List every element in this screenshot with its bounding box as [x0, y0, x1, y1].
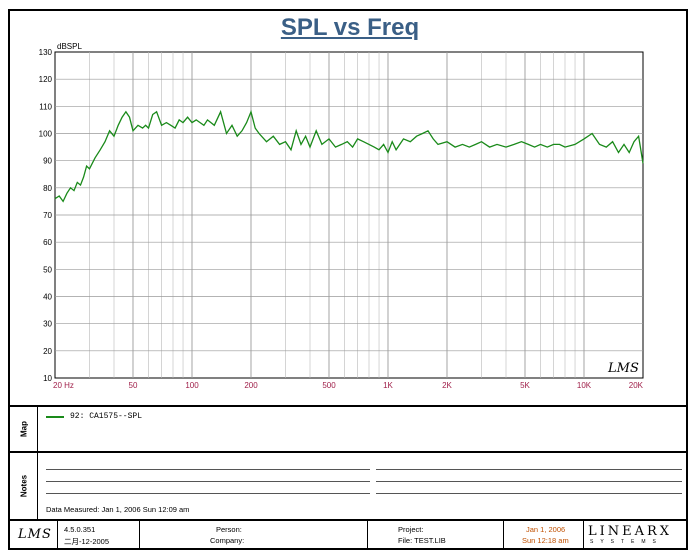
footer-bar: LMS 4.5.0.351 二月-12-2005 Person: Company…: [10, 519, 686, 548]
note-line: [376, 469, 682, 470]
footer-project-cell: Project: File: TEST.LIB: [368, 521, 504, 548]
data-measured-text: Data Measured: Jan 1, 2006 Sun 12:09 am: [46, 505, 190, 514]
note-line: [46, 481, 370, 482]
footer-date-cell: Jan 1, 2006 Sun 12:18 am: [504, 521, 584, 548]
notes-section: Notes Data Measured: Jan 1, 2006 Sun 12:…: [10, 451, 686, 519]
y-tick-label: 100: [39, 130, 53, 139]
legend-label: 92: CA1575--SPL: [70, 412, 143, 421]
linearx-logo: LINEARX: [588, 524, 673, 539]
x-tick-label: 20K: [629, 381, 644, 390]
y-axis-label: dBSPL: [57, 42, 82, 51]
y-tick-label: 130: [39, 48, 53, 57]
x-tick-label: 10K: [577, 381, 592, 390]
note-line: [46, 493, 370, 494]
version-date: 二月-12-2005: [64, 537, 110, 546]
lms-logo: LMS: [18, 527, 52, 542]
footer-brand-cell: LINEARX SYSTEMS: [584, 521, 686, 548]
x-tick-label: 200: [244, 381, 258, 390]
footer-person-cell: Person: Company:: [140, 521, 368, 548]
note-line: [376, 493, 682, 494]
y-tick-label: 20: [43, 347, 52, 356]
chart-title: SPL vs Freq: [280, 14, 420, 41]
company-label: Company:: [210, 536, 245, 545]
note-line: [46, 469, 370, 470]
x-tick-label: 100: [185, 381, 199, 390]
map-side-panel: Map: [10, 407, 38, 451]
x-tick-label: 50: [129, 381, 138, 390]
notes-side-panel: Notes: [10, 453, 38, 519]
y-tick-label: 60: [43, 238, 52, 247]
x-tick-label: 20 Hz: [53, 381, 74, 390]
x-tick-label: 5K: [520, 381, 530, 390]
version-number: 4.5.0.351: [64, 525, 96, 534]
y-tick-label: 40: [43, 293, 52, 302]
footer-version-cell: 4.5.0.351 二月-12-2005: [58, 521, 140, 548]
legend-swatch: [46, 415, 64, 418]
legend-entry: 92: CA1575--SPL: [46, 412, 142, 421]
map-section: Map 92: CA1575--SPL: [10, 405, 686, 451]
y-tick-label: 30: [43, 320, 52, 329]
x-tick-label: 1K: [383, 381, 393, 390]
y-tick-label: 80: [43, 184, 52, 193]
y-tick-label: 110: [39, 102, 52, 111]
y-tick-label: 50: [43, 265, 52, 274]
y-tick-label: 70: [43, 211, 52, 220]
print-time: Sun 12:18 am: [522, 536, 569, 545]
grid-major: [55, 52, 643, 378]
y-tick-labels: 10 20 30 40 50 60 70 80 90 100 110 120 130: [39, 48, 53, 383]
note-line: [376, 481, 682, 482]
footer-logo-cell: LMS: [10, 521, 58, 548]
print-date: Jan 1, 2006: [526, 525, 566, 534]
x-tick-label: 2K: [442, 381, 452, 390]
file-label: File: TEST.LIB: [398, 536, 446, 545]
spl-series-line: [54, 109, 644, 203]
systems-text: SYSTEMS: [590, 539, 663, 545]
map-side-label: Map: [19, 421, 28, 437]
x-tick-labels: 20 Hz 50 100 200 500 1K 2K 5K 10K 20K: [53, 381, 644, 390]
x-tick-label: 500: [322, 381, 336, 390]
y-tick-label: 90: [43, 157, 52, 166]
plot-logo: LMS: [607, 361, 639, 376]
person-label: Person:: [216, 525, 242, 534]
y-tick-label: 120: [39, 75, 53, 84]
y-tick-label: 10: [43, 374, 52, 383]
project-label: Project:: [398, 525, 424, 534]
notes-side-label: Notes: [19, 474, 28, 498]
